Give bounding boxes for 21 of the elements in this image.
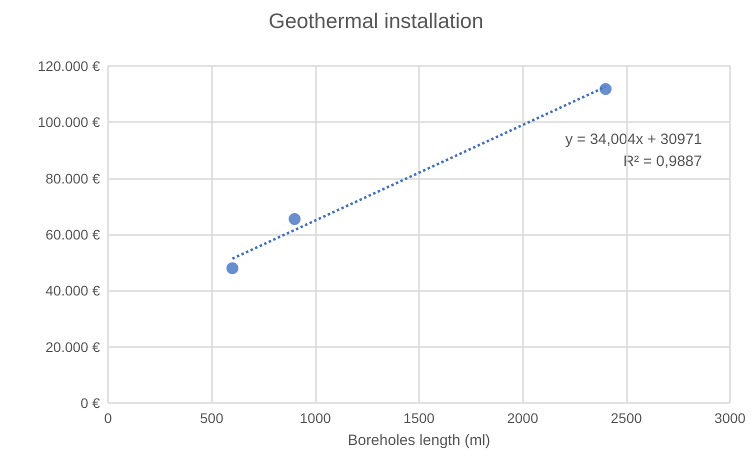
y-tick-label: 20.000 € [46, 338, 100, 355]
chart-title: Geothermal installation [268, 10, 484, 33]
x-tick-label: 1500 [403, 410, 435, 426]
x-tick-label: 2000 [507, 410, 538, 426]
x-tick-label: 2500 [610, 410, 642, 426]
y-tick-label: 40.000 € [46, 282, 100, 299]
y-tick-label: 60.000 € [46, 226, 100, 242]
x-tick-label: 500 [200, 410, 224, 426]
y-tick-label: 80.000 € [46, 170, 100, 186]
point [226, 262, 238, 274]
annotation: y = 34,004x + 30971 [565, 131, 702, 148]
annotation: R² = 0,9887 [623, 153, 702, 170]
x-tick-label: 1000 [300, 410, 332, 426]
point [288, 213, 301, 226]
x-tick-label: 0 [104, 410, 112, 426]
y-tick-label: 100.000 € [38, 114, 100, 130]
y-tick-label: 0 € [80, 395, 100, 411]
x-axis-title: Boreholes length (ml) [348, 432, 490, 449]
x-tick-label: 3000 [714, 410, 746, 426]
y-tick-label: 120.000 € [38, 58, 100, 74]
point [600, 83, 612, 96]
